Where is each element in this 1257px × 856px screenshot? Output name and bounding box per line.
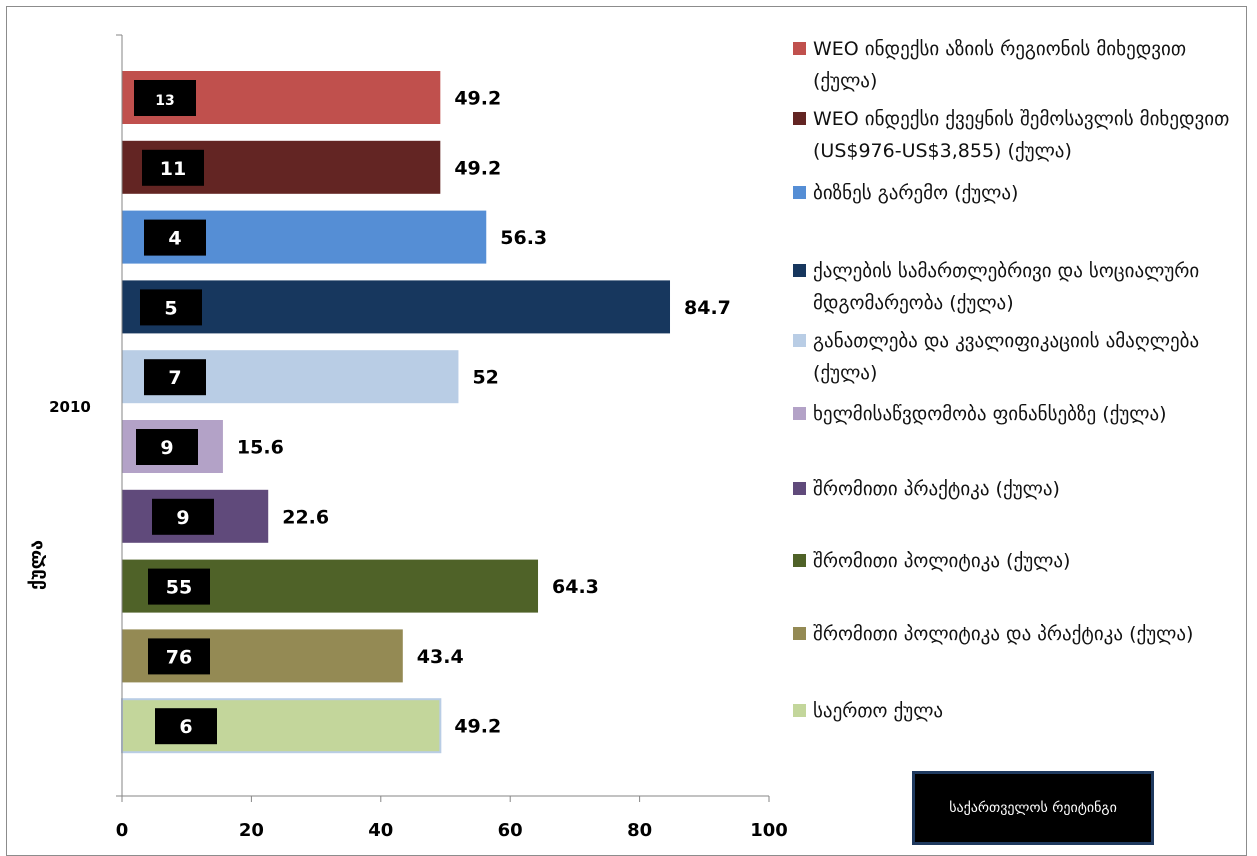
category-label: 2010 bbox=[49, 398, 91, 416]
bar-group: 4 56.3 bbox=[122, 210, 547, 264]
rank-label: 55 bbox=[166, 577, 192, 599]
legend-swatch bbox=[793, 112, 806, 125]
bar-group: 55 64.3 bbox=[122, 559, 599, 613]
x-tick-label: 40 bbox=[368, 820, 393, 841]
legend-swatch bbox=[793, 186, 806, 199]
rank-label: 9 bbox=[176, 507, 189, 529]
value-label: 56.3 bbox=[500, 227, 547, 249]
rank-box bbox=[134, 80, 196, 116]
bar-group: 13 49.2 bbox=[122, 71, 501, 124]
value-label: 49.2 bbox=[454, 88, 501, 110]
legend-label: შრომითი პრაქტიკა (ქულა) bbox=[813, 478, 1060, 500]
legend-swatch bbox=[793, 627, 806, 640]
rank-box bbox=[148, 638, 210, 675]
rank-box bbox=[148, 568, 210, 605]
rank-label: 7 bbox=[168, 367, 181, 389]
legend-label: ბიზნეს გარემო (ქულა) bbox=[813, 182, 1019, 204]
x-tick-label: 0 bbox=[116, 820, 129, 841]
rank-box bbox=[144, 219, 206, 256]
value-label: 84.7 bbox=[684, 297, 731, 319]
rank-box bbox=[136, 429, 198, 465]
rank-box bbox=[142, 149, 204, 186]
rank-box bbox=[144, 359, 206, 396]
rank-box bbox=[140, 289, 202, 326]
legend-label: ხელმისაწვდომობა ფინანსებზე (ქულა) bbox=[813, 403, 1167, 425]
rank-label: 6 bbox=[179, 716, 192, 738]
legend-swatch bbox=[793, 264, 806, 277]
rank-label: 11 bbox=[160, 158, 186, 180]
x-tick-label: 100 bbox=[750, 820, 788, 841]
bar-group: 7 52 bbox=[122, 350, 499, 404]
legend-label: WEO ინდექსი ქვეყნის შემოსავლის მიხედვით … bbox=[813, 108, 1230, 162]
bar-group: 6 49.2 bbox=[121, 698, 501, 754]
bar bbox=[122, 280, 671, 334]
legend-swatch bbox=[793, 407, 806, 420]
legend-swatch bbox=[793, 334, 806, 347]
legend-label: შრომითი პოლიტიკა და პრაქტიკა (ქულა) bbox=[813, 623, 1194, 645]
rank-box-label: საქართველოს რეიტინგი bbox=[949, 800, 1117, 816]
legend-label: საერთო ქულა bbox=[813, 700, 944, 722]
rank-label: 76 bbox=[166, 646, 192, 668]
rank-box bbox=[152, 498, 214, 535]
value-label: 49.2 bbox=[454, 716, 501, 738]
legend-swatch bbox=[793, 704, 806, 717]
bar-group: 9 15.6 bbox=[122, 420, 284, 473]
x-tick-label: 60 bbox=[498, 820, 523, 841]
x-tick-label: 80 bbox=[627, 820, 652, 841]
legend-swatch bbox=[793, 554, 806, 567]
rank-label: 9 bbox=[160, 437, 173, 459]
legend-swatch bbox=[793, 482, 806, 495]
value-label: 64.3 bbox=[552, 576, 599, 598]
bar-group: 5 84.7 bbox=[122, 280, 731, 334]
rank-label: 5 bbox=[164, 297, 177, 319]
value-label: 22.6 bbox=[282, 506, 329, 528]
value-label: 43.4 bbox=[417, 646, 464, 668]
legend-label: WEO ინდექსი აზიის რეგიონის მიხედვით (ქულ… bbox=[813, 38, 1187, 92]
legend-swatch bbox=[793, 42, 806, 55]
georgia-rating-box: საქართველოს რეიტინგი bbox=[912, 771, 1154, 845]
legend-label: ქალების სამართლებრივი და სოციალური მდგომ… bbox=[813, 260, 1200, 314]
y-axis-label: ქულა bbox=[26, 540, 47, 590]
value-label: 52 bbox=[472, 367, 498, 389]
rank-box bbox=[155, 708, 217, 745]
bar-group: 9 22.6 bbox=[122, 489, 329, 543]
bar-group: 76 43.4 bbox=[122, 629, 464, 683]
x-tick-label: 20 bbox=[239, 820, 264, 841]
value-label: 49.2 bbox=[454, 157, 501, 179]
rank-label: 13 bbox=[155, 93, 174, 109]
rank-label: 4 bbox=[168, 228, 181, 250]
value-label: 15.6 bbox=[237, 437, 284, 459]
legend-label: განათლება და კვალიფიკაციის ამაღლება (ქულ… bbox=[813, 330, 1200, 384]
legend-label: შრომითი პოლიტიკა (ქულა) bbox=[813, 550, 1071, 572]
bar-group: 11 49.2 bbox=[122, 140, 501, 194]
